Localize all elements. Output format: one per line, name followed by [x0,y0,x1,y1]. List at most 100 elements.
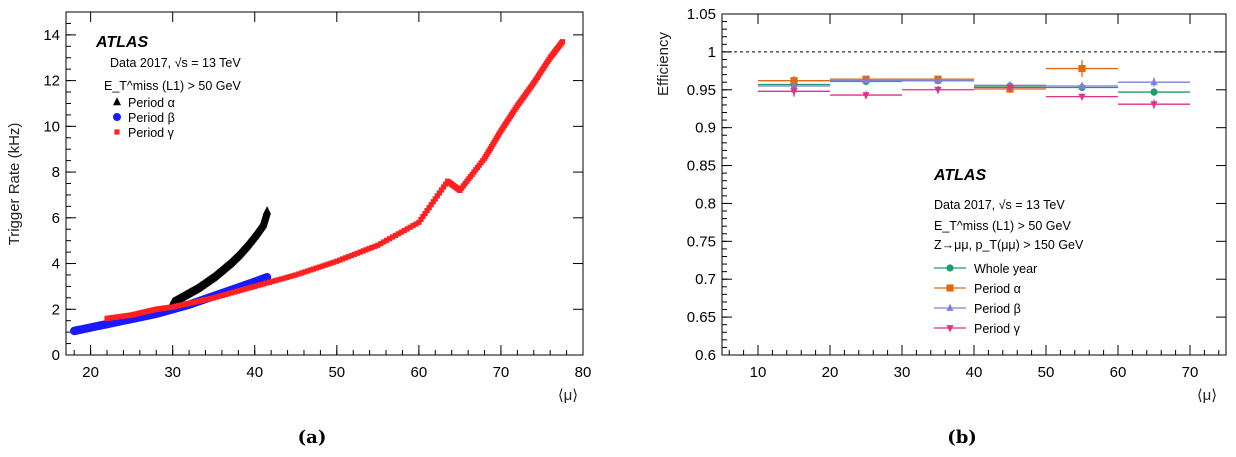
data-point-a-2 [284,274,290,281]
data-point-a-2 [234,288,240,294]
data-point-a-2 [272,278,278,284]
x-tick-label-b: 70 [1182,364,1199,381]
legend-label-a: Period β [128,111,175,125]
data-point-a-2 [181,301,188,307]
data-point-b-3 [790,88,798,96]
data-point-a-2 [275,277,281,283]
data-point-b-1 [1078,64,1086,73]
legend-label-b: Whole year [974,262,1037,276]
data-point-a-2 [246,285,252,291]
data-point-a-2 [420,213,426,220]
data-point-a-2 [173,303,179,309]
legend-b: Whole year Period α Period β Period γ [934,262,1037,336]
data-point-a-2 [237,287,243,294]
data-point-a-2 [293,272,299,278]
data-point-a-2 [319,263,325,269]
title-a: ATLAS [95,34,148,51]
data-point-a-2 [357,249,363,255]
data-point-a-2 [436,190,442,196]
data-point-a-2 [398,229,404,235]
data-point-a-2 [559,39,566,45]
legend-marker-b [946,284,954,292]
data-point-a-2 [322,262,328,268]
data-point-a-2 [348,252,355,259]
x-tick-label-a: 50 [328,364,345,381]
data-point-a-2 [190,299,196,306]
legend-marker-b [946,303,954,311]
panel-a: 20 30 40 50 60 70 80 0 2 4 6 8 10 12 14 Trigger Rate (… [6,11,592,448]
data-point-a-1 [262,273,272,282]
data-point-a-2 [434,193,440,199]
data-point-a-2 [310,266,316,272]
data-point-a-2 [202,297,208,303]
data-point-a-2 [211,295,217,301]
data-point-a-2 [287,274,293,280]
data-point-a-2 [389,234,396,240]
x-tick-label-a: 80 [575,364,592,381]
panel-b: 10 20 30 40 50 60 70 0.6 0.65 0.7 0.75 0.8 0.85 0.9 0.… [655,6,1227,448]
y-tick-label-b: 1 [708,44,716,61]
data-point-a-2 [199,297,205,304]
data-point-a-2 [187,300,193,306]
y-tick-label-a: 2 [52,301,60,318]
panel-label-a: (a) [298,427,327,448]
x-tick-label-a: 70 [493,364,510,381]
data-point-b-3 [1150,101,1158,109]
data-point-a-2 [313,265,319,271]
data-point-a-2 [243,286,249,292]
y-tick-label-a: 0 [52,347,60,364]
data-point-a-2 [193,299,199,305]
data-point-a-2 [432,196,438,202]
legend-label-a: Period α [128,96,175,110]
data-point-b-2 [1150,77,1158,86]
y-tick-label-b: 1.05 [687,6,716,23]
data-point-a-2 [219,292,226,298]
data-point-a-2 [440,184,447,190]
subtitle-b-line2: E_T^miss (L1) > 50 GeV [934,219,1071,233]
data-point-a-2 [395,231,401,237]
data-point-a-2 [375,242,381,248]
data-point-a-2 [404,226,410,232]
data-point-a-2 [360,248,366,254]
data-point-a-2 [325,261,331,267]
data-point-a-2 [366,246,372,252]
x-tick-label-b: 30 [894,364,911,381]
y-tick-label-b: 0.6 [695,347,716,364]
data-point-a-2 [278,276,284,282]
marks-b [758,60,1190,109]
data-point-a-2 [331,259,337,265]
data-point-a-2 [384,237,390,243]
data-point-a-2 [216,293,223,299]
y-tick-label-b: 0.95 [687,82,716,99]
data-point-a-2 [240,287,246,293]
y-tick-label-b: 0.8 [695,195,716,212]
legend-label-a: Period γ [128,126,175,140]
data-point-a-2 [340,256,346,262]
ticks-a: 20 30 40 50 60 70 80 0 2 4 6 8 10 12 14 [43,11,592,381]
data-point-a-2 [422,210,428,217]
legend-marker-a [113,113,121,121]
data-point-a-0 [263,206,272,215]
data-point-a-2 [407,224,413,230]
data-point-a-2 [392,232,399,239]
data-point-a-2 [255,282,261,289]
data-point-a-2 [214,294,220,300]
data-point-a-2 [258,282,264,288]
y-tick-label-a: 10 [43,118,60,135]
y-tick-label-b: 0.85 [687,158,716,175]
data-point-a-2 [299,270,305,276]
legend-label-b: Period γ [974,322,1021,336]
y-tick-label-a: 6 [52,210,60,227]
data-point-a-2 [178,302,185,308]
x-tick-label-b: 50 [1038,364,1055,381]
data-point-a-2 [208,295,214,302]
data-point-a-2 [184,301,190,307]
subtitle-a-line2: E_T^miss (L1) > 50 GeV [104,79,241,93]
y-tick-label-a: 8 [52,164,60,181]
data-point-a-2 [363,247,369,253]
legend-marker-a [113,97,121,106]
data-point-a-2 [296,271,302,277]
data-point-b-2 [790,81,798,89]
data-point-a-2 [263,280,270,286]
